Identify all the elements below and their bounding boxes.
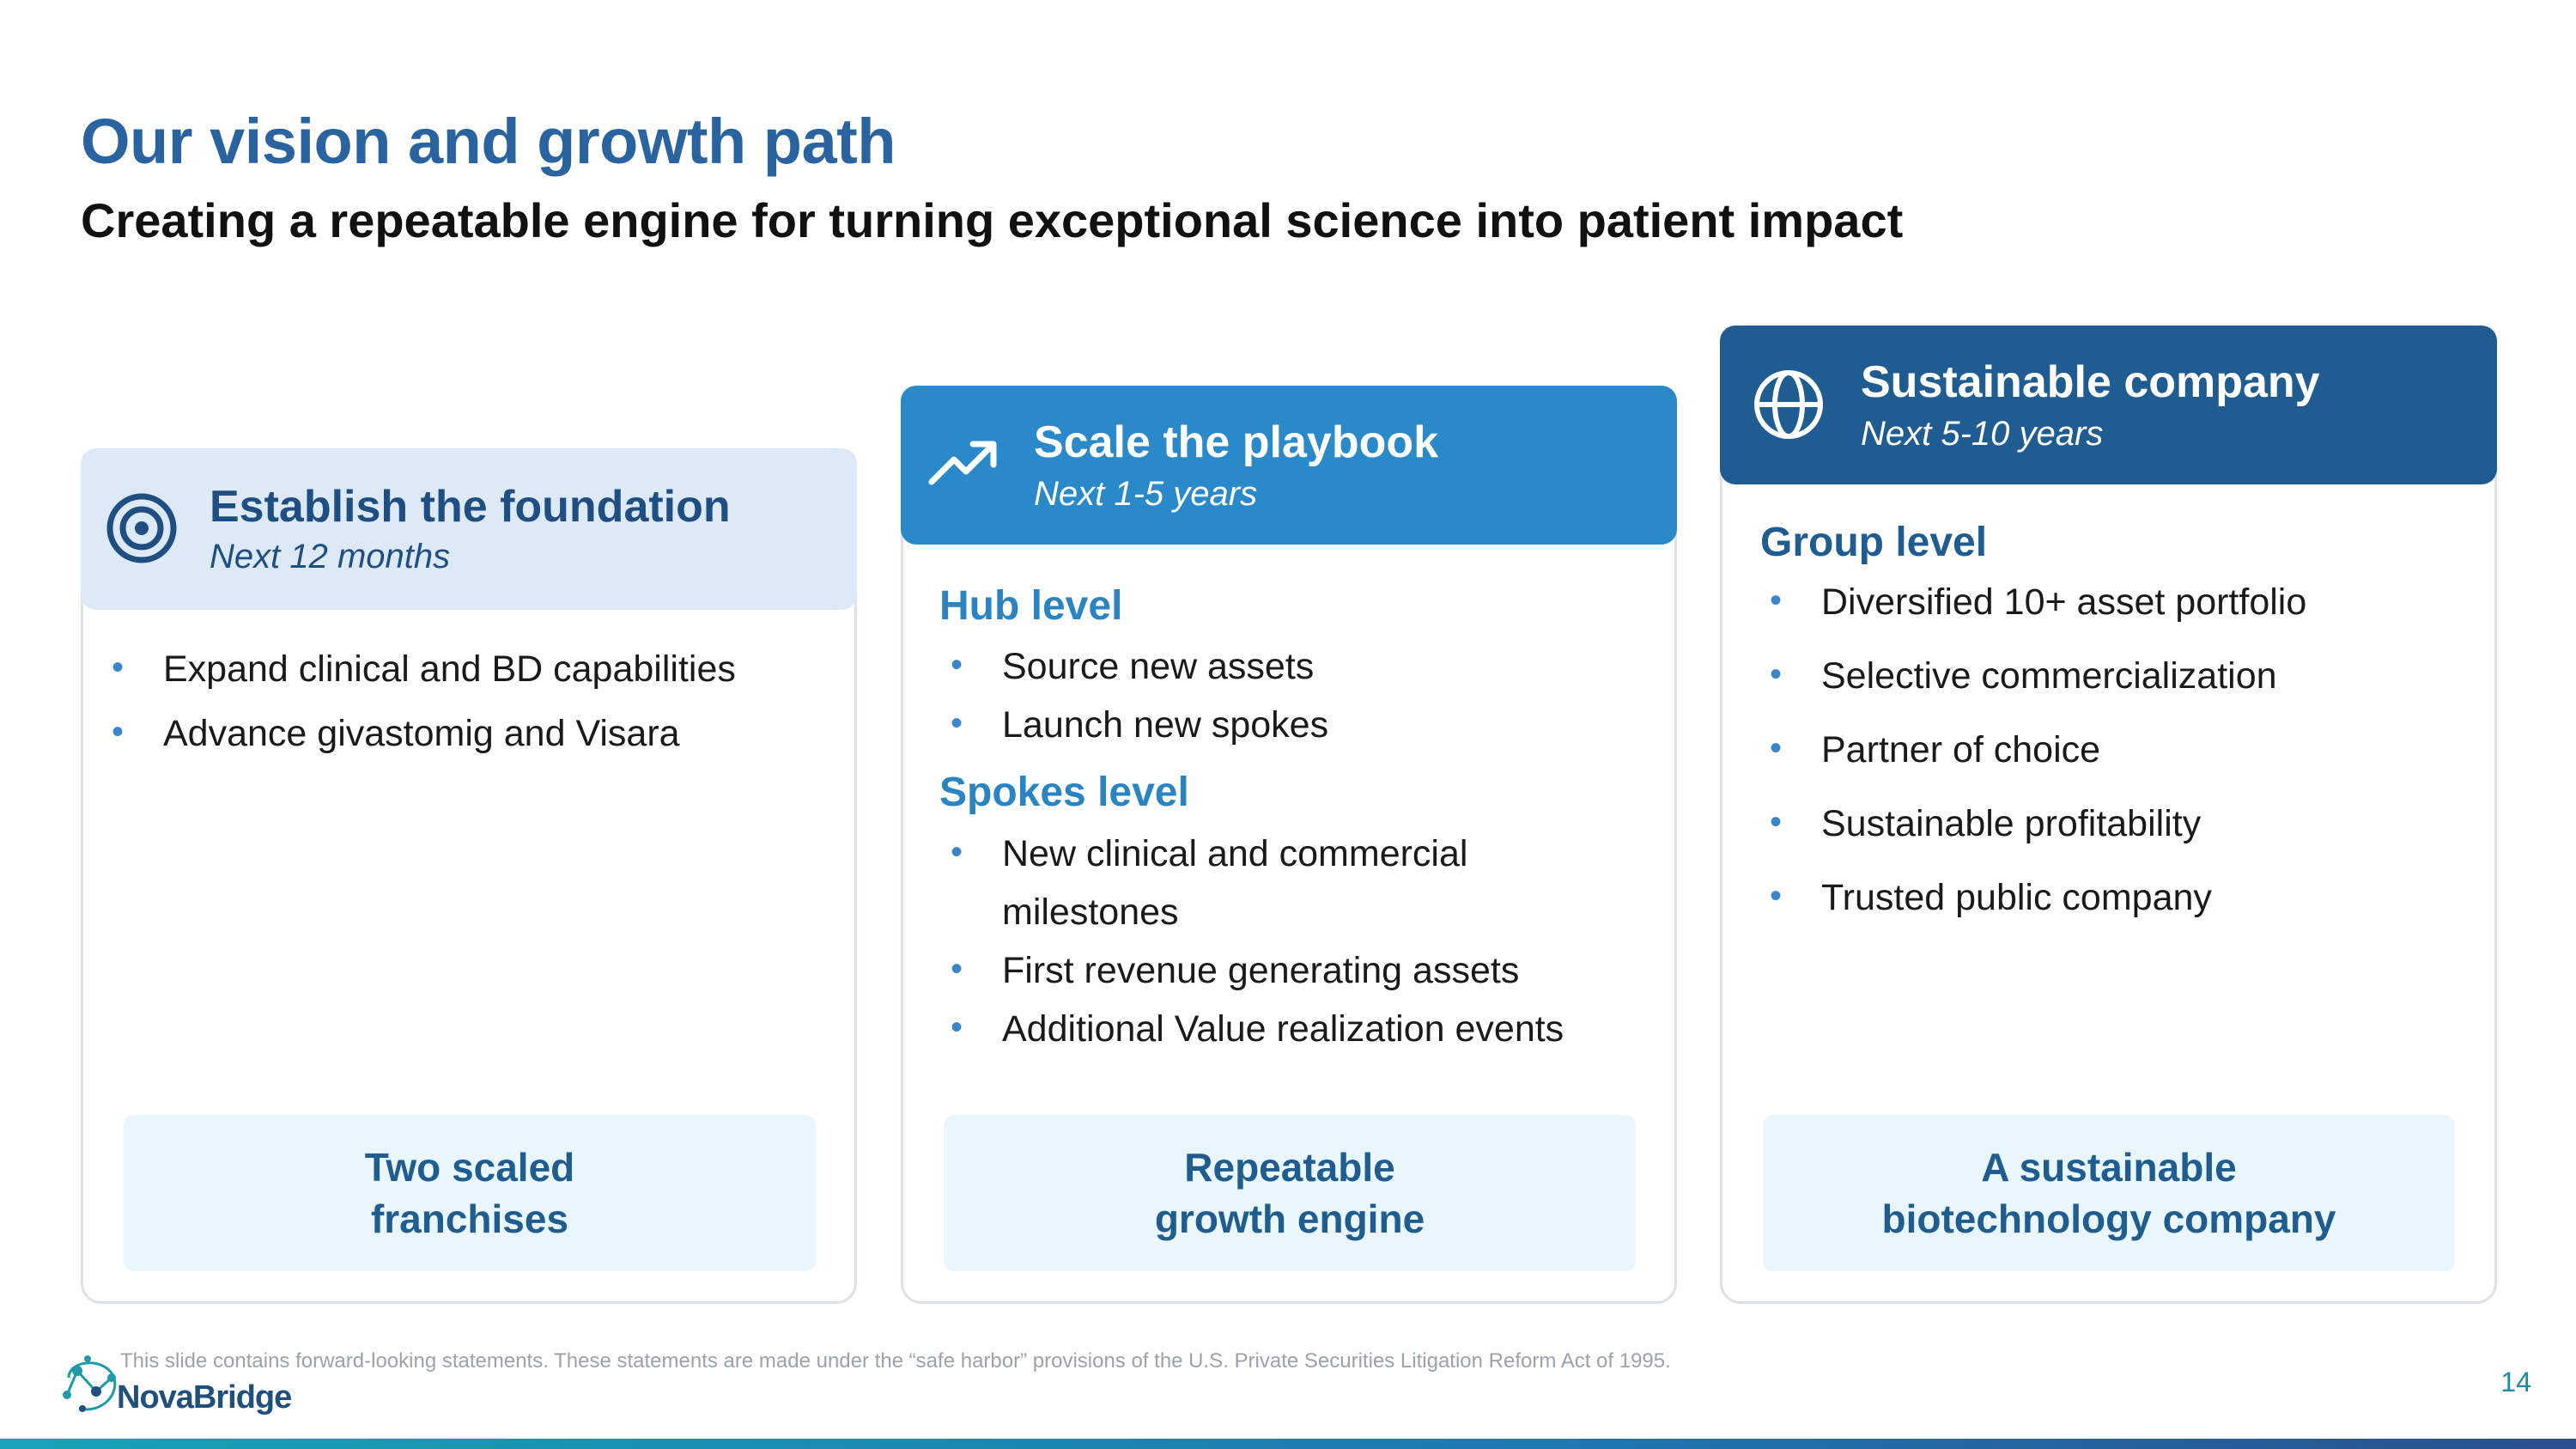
card-sustainable-company: Sustainable company Next 5-10 years Grou… (1720, 326, 2497, 1304)
logo-wordmark: NovaBridge (117, 1379, 292, 1416)
list-item: • Sustainable profitability (1770, 803, 2202, 844)
bullet-list: • Source new assets • Launch new spokes (951, 646, 1329, 763)
novabridge-logo: NovaBridge (60, 1352, 292, 1421)
card-establish-foundation: Establish the foundation Next 12 months … (81, 448, 857, 1304)
list-item: • Selective commercialization (1770, 655, 2277, 697)
card-title: Establish the foundation (210, 482, 731, 532)
section-heading-hub: Hub level (939, 583, 1123, 629)
list-item: • Source new assets (951, 646, 1315, 687)
network-logo-icon (63, 1355, 117, 1412)
card-header-scale: Scale the playbook Next 1-5 years (901, 386, 1677, 545)
card-scale-playbook: Scale the playbook Next 1-5 years Hub le… (901, 386, 1677, 1304)
section-heading-group: Group level (1760, 520, 1988, 565)
disclaimer: This slide contains forward-looking stat… (120, 1349, 1671, 1373)
outcome-box: Two scaled franchises (124, 1115, 816, 1271)
card-header-sustainable: Sustainable company Next 5-10 years (1720, 326, 2497, 484)
list-item: • Additional Value realization events (951, 1008, 1564, 1050)
bottom-accent-bar (0, 1439, 2576, 1449)
list-item: • Trusted public company (1770, 877, 2212, 918)
list-item: • Expand clinical and BD capabilities (112, 648, 736, 690)
card-timeframe: Next 1-5 years (1034, 475, 1258, 513)
card-timeframe: Next 12 months (210, 538, 451, 575)
card-header-establish: Establish the foundation Next 12 months (81, 448, 857, 610)
bullet-list: • New clinical and commercial milestones … (951, 833, 1564, 1067)
list-item: • Partner of choice (1770, 729, 2101, 770)
card-title: Scale the playbook (1034, 417, 1439, 467)
outcome-box: Repeatable growth engine (944, 1115, 1636, 1271)
list-item: • Advance givastomig and Visara (112, 713, 680, 754)
page-title: Our vision and growth path (81, 106, 896, 177)
list-item: milestones (1002, 892, 1179, 933)
list-item: • New clinical and commercial (951, 833, 1468, 874)
card-timeframe: Next 5-10 years (1861, 415, 2104, 453)
globe-icon (1754, 370, 1823, 439)
section-heading-spokes: Spokes level (939, 770, 1189, 815)
outcome-box: A sustainable biotechnology company (1763, 1115, 2455, 1271)
page-subtitle: Creating a repeatable engine for turning… (81, 193, 1904, 247)
bullet-list: • Expand clinical and BD capabilities • Ad… (112, 648, 736, 777)
page-number: 14 (2500, 1367, 2531, 1397)
list-item: • Launch new spokes (951, 704, 1329, 746)
bullet-list: • Diversified 10+ asset portfolio • Select… (1770, 581, 2307, 951)
card-title: Sustainable company (1861, 357, 2320, 407)
list-item: • First revenue generating assets (951, 950, 1520, 991)
target-icon (106, 493, 177, 563)
trending-up-icon (928, 441, 997, 485)
list-item: • Diversified 10+ asset portfolio (1770, 581, 2307, 623)
